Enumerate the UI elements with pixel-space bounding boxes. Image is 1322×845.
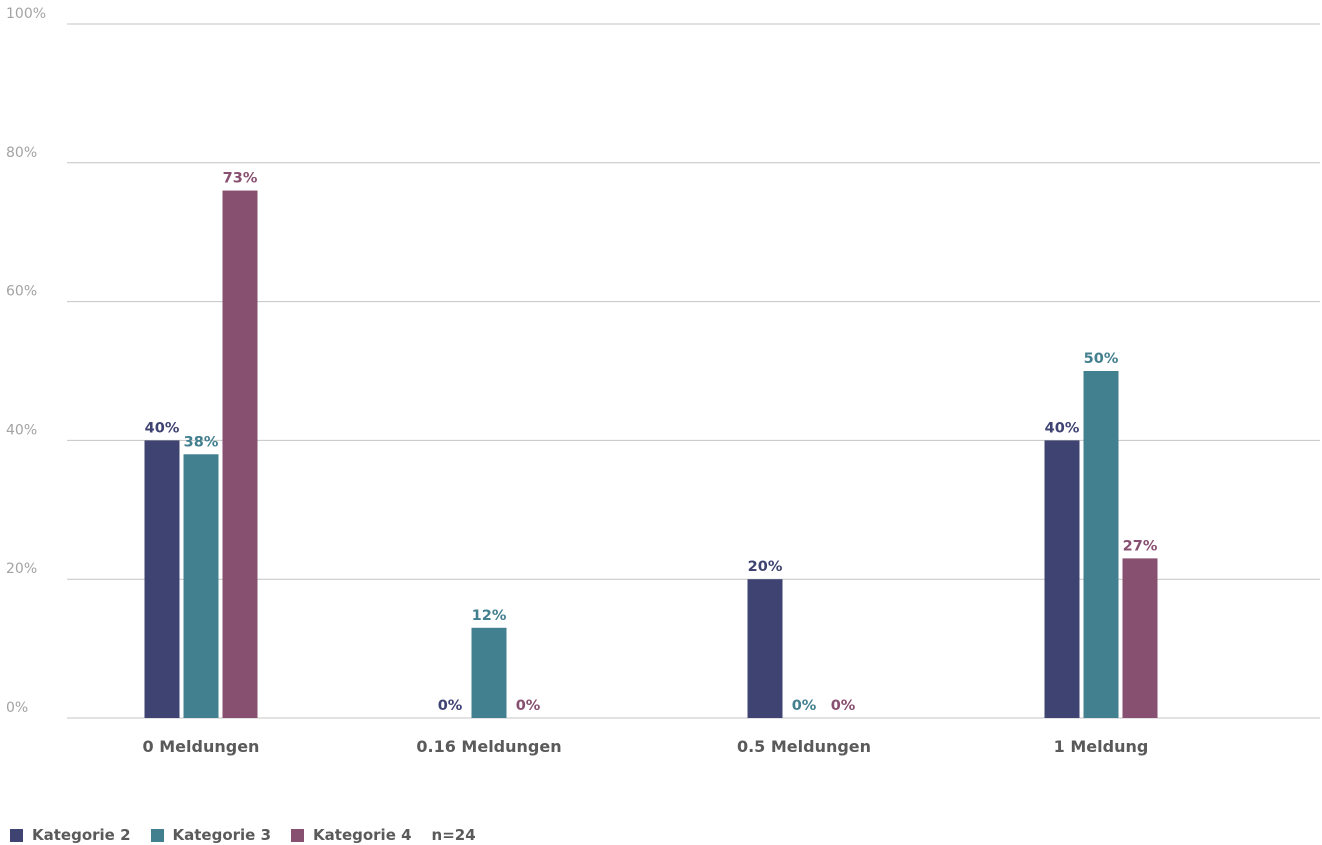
bar bbox=[1044, 440, 1080, 718]
legend-label: Kategorie 2 bbox=[32, 826, 131, 844]
bar bbox=[1083, 371, 1119, 718]
x-tick-label: 0.5 Meldungen bbox=[737, 737, 871, 756]
x-axis-ticks: 0 Meldungen 0.16 Meldungen 0.5 Meldungen 1 … bbox=[143, 737, 1149, 756]
legend-label: Kategorie 4 bbox=[313, 826, 412, 844]
data-label: 50% bbox=[1084, 351, 1119, 367]
data-label: 0% bbox=[831, 698, 856, 714]
y-tick-label: 60% bbox=[6, 284, 37, 300]
data-label: 73% bbox=[223, 171, 258, 187]
bar bbox=[222, 190, 258, 718]
bar bbox=[183, 454, 219, 718]
legend-item-kategorie-2: Kategorie 2 bbox=[10, 826, 131, 844]
data-label: 20% bbox=[748, 559, 783, 575]
data-label: 0% bbox=[438, 698, 463, 714]
y-tick-label: 20% bbox=[6, 561, 37, 577]
bar bbox=[747, 579, 783, 718]
data-label: 38% bbox=[184, 434, 219, 450]
data-label: 27% bbox=[1123, 538, 1158, 554]
legend-swatch bbox=[291, 828, 305, 842]
x-tick-label: 1 Meldung bbox=[1054, 737, 1149, 756]
bar bbox=[471, 627, 507, 718]
data-label: 0% bbox=[516, 698, 541, 714]
legend-swatch bbox=[150, 828, 164, 842]
bar bbox=[144, 440, 180, 718]
legend: Kategorie 2 Kategorie 3 Kategorie 4 n=24 bbox=[10, 826, 476, 844]
bars bbox=[144, 190, 1158, 718]
legend-item-kategorie-3: Kategorie 3 bbox=[150, 826, 272, 844]
data-label: 40% bbox=[145, 420, 180, 436]
data-labels: 40%38%73%0%12%0%20%0% 0%40%50%27% bbox=[145, 171, 1158, 714]
data-label: 12% bbox=[472, 608, 507, 624]
legend-label: Kategorie 3 bbox=[172, 826, 272, 844]
y-tick-label: 100% bbox=[6, 6, 46, 22]
x-tick-label: 0.16 Meldungen bbox=[416, 737, 561, 756]
y-tick-label: 0% bbox=[6, 700, 28, 716]
sample-size-note: n=24 bbox=[431, 826, 476, 844]
legend-item-kategorie-4: Kategorie 4 bbox=[291, 826, 412, 844]
data-label: 0% bbox=[792, 698, 817, 714]
y-tick-label: 80% bbox=[6, 145, 37, 161]
data-label: 40% bbox=[1045, 420, 1080, 436]
bar bbox=[1122, 558, 1158, 718]
x-tick-label: 0 Meldungen bbox=[143, 737, 260, 756]
y-axis-ticks: 0% 20% 40% 60% 80% 100% bbox=[6, 6, 46, 716]
y-tick-label: 40% bbox=[6, 422, 37, 438]
legend-swatch bbox=[10, 828, 23, 842]
